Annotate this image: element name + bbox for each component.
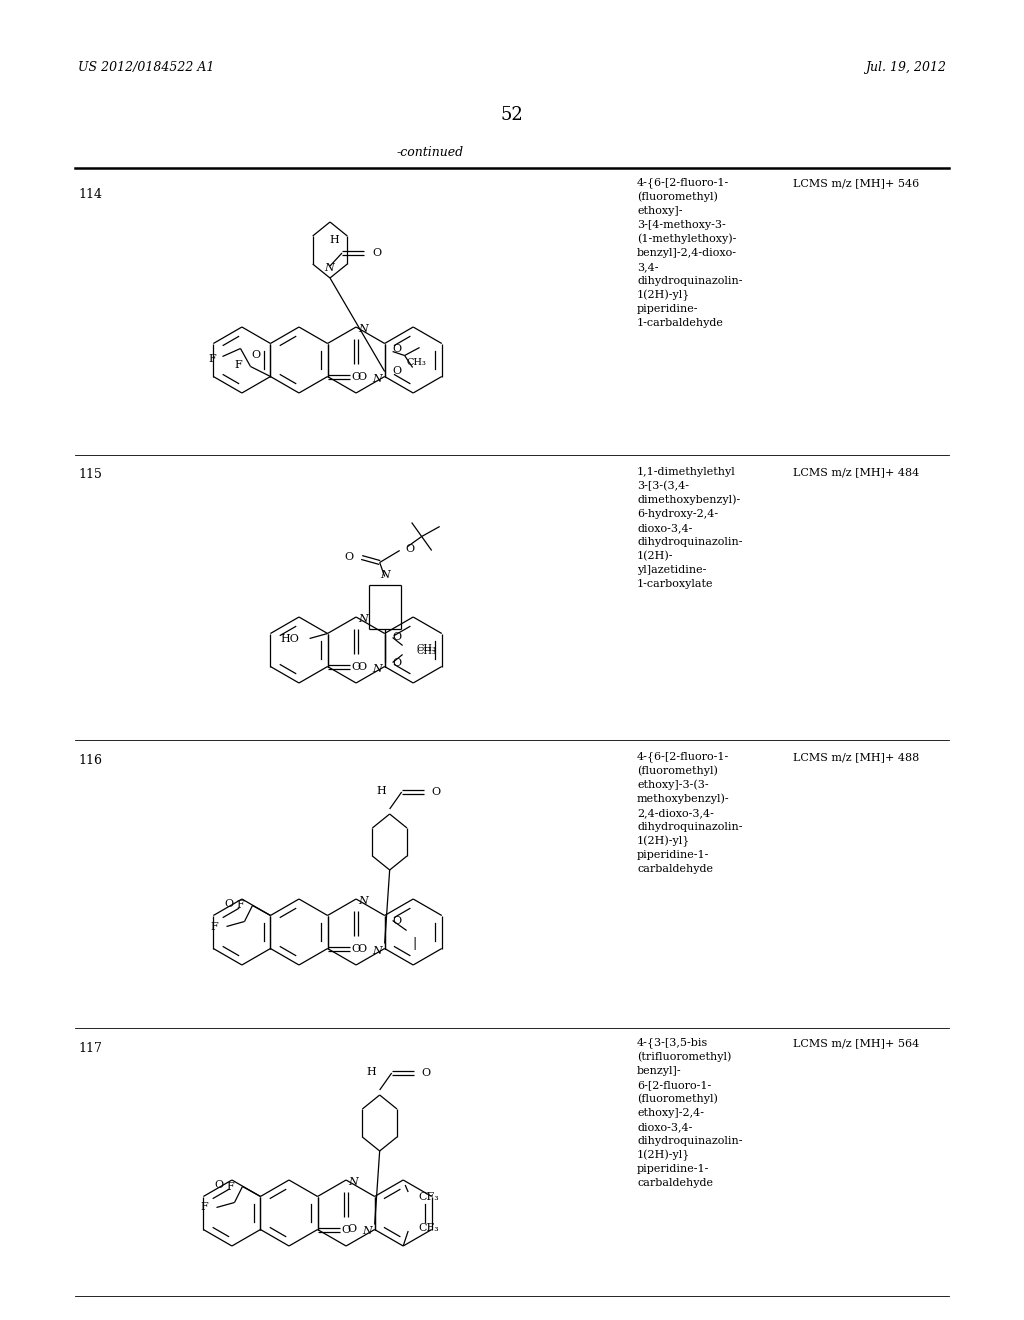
- Text: benzyl]-2,4-dioxo-: benzyl]-2,4-dioxo-: [637, 248, 737, 257]
- Text: H: H: [329, 235, 339, 246]
- Text: N: N: [358, 323, 368, 334]
- Text: (fluoromethyl): (fluoromethyl): [637, 1094, 718, 1105]
- Text: O: O: [392, 343, 401, 354]
- Text: 116: 116: [78, 754, 102, 767]
- Text: 2,4-dioxo-3,4-: 2,4-dioxo-3,4-: [637, 808, 714, 818]
- Text: N: N: [380, 569, 389, 579]
- Text: ethoxy]-3-(3-: ethoxy]-3-(3-: [637, 780, 709, 791]
- Text: 1(2H)-: 1(2H)-: [637, 550, 674, 561]
- Text: 52: 52: [501, 106, 523, 124]
- Text: O: O: [392, 632, 401, 643]
- Text: O: O: [406, 544, 415, 553]
- Text: O: O: [225, 899, 233, 909]
- Text: F: F: [209, 354, 216, 363]
- Text: CH₃: CH₃: [417, 644, 436, 653]
- Text: CF₃: CF₃: [418, 1224, 439, 1233]
- Text: O: O: [432, 787, 440, 797]
- Text: F: F: [201, 1203, 209, 1213]
- Text: O: O: [357, 661, 367, 672]
- Text: carbaldehyde: carbaldehyde: [637, 865, 713, 874]
- Text: O: O: [347, 1225, 356, 1234]
- Text: LCMS m/z [MH]+ 546: LCMS m/z [MH]+ 546: [793, 178, 920, 187]
- Text: piperidine-1-: piperidine-1-: [637, 850, 710, 861]
- Text: O: O: [392, 657, 401, 668]
- Text: N: N: [372, 945, 382, 956]
- Text: LCMS m/z [MH]+ 484: LCMS m/z [MH]+ 484: [793, 467, 920, 477]
- Text: 4-{3-[3,5-bis: 4-{3-[3,5-bis: [637, 1038, 709, 1048]
- Text: dihydroquinazolin-: dihydroquinazolin-: [637, 1137, 742, 1146]
- Text: O: O: [351, 663, 360, 672]
- Text: (fluoromethyl): (fluoromethyl): [637, 766, 718, 776]
- Text: CH₃: CH₃: [417, 647, 436, 656]
- Text: 1(2H)-yl}: 1(2H)-yl}: [637, 1150, 690, 1160]
- Text: F: F: [234, 359, 243, 370]
- Text: F: F: [226, 1181, 234, 1192]
- Text: O: O: [422, 1068, 431, 1078]
- Text: 4-{6-[2-fluoro-1-: 4-{6-[2-fluoro-1-: [637, 178, 729, 189]
- Text: 3,4-: 3,4-: [637, 261, 658, 272]
- Text: yl]azetidine-: yl]azetidine-: [637, 565, 707, 576]
- Text: N: N: [372, 664, 382, 673]
- Text: O: O: [342, 1225, 350, 1236]
- Text: N: N: [348, 1177, 357, 1187]
- Text: -continued: -continued: [396, 147, 464, 160]
- Text: |: |: [413, 937, 417, 950]
- Text: F: F: [237, 900, 245, 911]
- Text: HO: HO: [281, 634, 300, 644]
- Text: piperidine-1-: piperidine-1-: [637, 1164, 710, 1173]
- Text: US 2012/0184522 A1: US 2012/0184522 A1: [78, 62, 214, 74]
- Text: H: H: [367, 1067, 377, 1077]
- Text: dioxo-3,4-: dioxo-3,4-: [637, 1122, 692, 1133]
- Text: O: O: [392, 367, 401, 376]
- Text: carbaldehyde: carbaldehyde: [637, 1177, 713, 1188]
- Text: 3-[3-(3,4-: 3-[3-(3,4-: [637, 480, 689, 491]
- Text: O: O: [215, 1180, 224, 1191]
- Text: 117: 117: [78, 1041, 101, 1055]
- Text: LCMS m/z [MH]+ 488: LCMS m/z [MH]+ 488: [793, 752, 920, 762]
- Text: CH₃: CH₃: [407, 358, 426, 367]
- Text: ethoxy]-: ethoxy]-: [637, 206, 683, 216]
- Text: N: N: [361, 1226, 372, 1237]
- Text: 6-[2-fluoro-1-: 6-[2-fluoro-1-: [637, 1080, 712, 1090]
- Text: 3-[4-methoxy-3-: 3-[4-methoxy-3-: [637, 220, 726, 230]
- Text: N: N: [358, 896, 368, 906]
- Text: Jul. 19, 2012: Jul. 19, 2012: [865, 62, 946, 74]
- Text: 1-carboxylate: 1-carboxylate: [637, 579, 714, 589]
- Text: O: O: [392, 916, 401, 925]
- Text: 4-{6-[2-fluoro-1-: 4-{6-[2-fluoro-1-: [637, 751, 729, 763]
- Text: O: O: [351, 944, 360, 954]
- Text: ethoxy]-2,4-: ethoxy]-2,4-: [637, 1107, 705, 1118]
- Text: dioxo-3,4-: dioxo-3,4-: [637, 523, 692, 533]
- Text: CF₃: CF₃: [418, 1192, 439, 1203]
- Text: dimethoxybenzyl)-: dimethoxybenzyl)-: [637, 495, 740, 506]
- Text: (fluoromethyl): (fluoromethyl): [637, 191, 718, 202]
- Text: 1(2H)-yl}: 1(2H)-yl}: [637, 836, 690, 846]
- Text: F: F: [211, 921, 218, 932]
- Text: (1-methylethoxy)-: (1-methylethoxy)-: [637, 234, 736, 244]
- Text: 115: 115: [78, 469, 101, 482]
- Text: dihydroquinazolin-: dihydroquinazolin-: [637, 822, 742, 832]
- Text: dihydroquinazolin-: dihydroquinazolin-: [637, 276, 742, 286]
- Text: 6-hydroxy-2,4-: 6-hydroxy-2,4-: [637, 510, 718, 519]
- Text: benzyl]-: benzyl]-: [637, 1067, 682, 1076]
- Text: O: O: [251, 351, 260, 360]
- Text: 1-carbaldehyde: 1-carbaldehyde: [637, 318, 724, 327]
- Text: O: O: [357, 371, 367, 381]
- Text: O: O: [372, 248, 381, 257]
- Text: piperidine-: piperidine-: [637, 304, 698, 314]
- Text: N: N: [358, 614, 368, 624]
- Text: LCMS m/z [MH]+ 564: LCMS m/z [MH]+ 564: [793, 1038, 920, 1048]
- Text: dihydroquinazolin-: dihydroquinazolin-: [637, 537, 742, 546]
- Text: 1,1-dimethylethyl: 1,1-dimethylethyl: [637, 467, 736, 477]
- Text: O: O: [357, 944, 367, 953]
- Text: H: H: [377, 785, 386, 796]
- Text: (trifluoromethyl): (trifluoromethyl): [637, 1052, 731, 1063]
- Text: N: N: [372, 374, 382, 384]
- Text: 114: 114: [78, 189, 102, 202]
- Text: O: O: [344, 553, 353, 562]
- Text: O: O: [351, 372, 360, 381]
- Text: methoxybenzyl)-: methoxybenzyl)-: [637, 793, 730, 804]
- Text: 1(2H)-yl}: 1(2H)-yl}: [637, 289, 690, 301]
- Text: N: N: [325, 263, 334, 273]
